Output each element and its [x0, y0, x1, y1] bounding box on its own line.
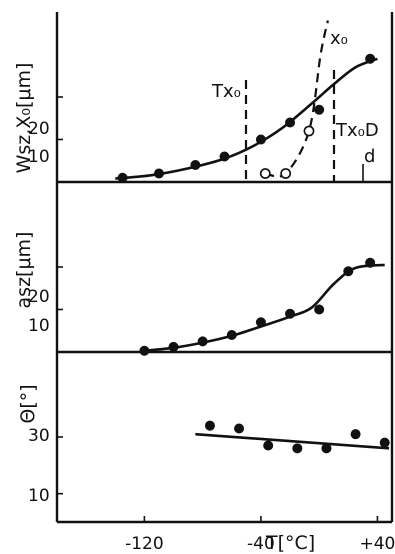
- data-point: [263, 440, 274, 451]
- panel2-yticks: 10 20: [28, 287, 50, 336]
- data-point: [343, 266, 354, 277]
- data-point: [292, 443, 303, 454]
- panel3-ytick-10: 10: [28, 486, 50, 506]
- series-fit-line: [115, 57, 378, 180]
- panel3-yticks: 30 10: [28, 426, 50, 506]
- data-point: [219, 151, 230, 162]
- data-point: [314, 304, 325, 315]
- data-point: [204, 420, 215, 431]
- series-fit-line: [144, 263, 385, 352]
- panel1-plot: [57, 20, 378, 183]
- panel2-ytick-20: 20: [28, 287, 50, 307]
- data-point: [117, 172, 128, 183]
- panel1-annotations: Tx₀ x₀ Tx₀D d: [211, 28, 379, 182]
- data-point: [365, 53, 376, 64]
- panel2-ytick-10: 10: [28, 316, 50, 336]
- panel3-ylabel: Θ[°]: [17, 384, 39, 423]
- data-point: [190, 160, 201, 170]
- panel3-plot: [57, 420, 390, 495]
- series-fit-line: [195, 432, 390, 450]
- data-point: [255, 317, 266, 328]
- annotation-tx0d: Tx₀D: [335, 120, 379, 141]
- panel1-ytick-20: 20: [28, 119, 50, 139]
- data-point: [379, 437, 390, 448]
- data-point: [314, 104, 325, 115]
- panel1-yticks: 10 20: [28, 119, 50, 167]
- data-point: [153, 168, 164, 179]
- panel3-ytick-30: 30: [28, 426, 50, 446]
- xtick-label: +40: [359, 534, 395, 554]
- data-point: [255, 134, 266, 145]
- data-point: [280, 168, 292, 179]
- data-point: [139, 345, 150, 356]
- data-point: [321, 443, 332, 454]
- data-point: [234, 423, 245, 434]
- xtick-label: -120: [125, 534, 164, 554]
- annotation-d: d: [364, 146, 375, 167]
- data-point: [285, 308, 296, 319]
- data-point: [350, 429, 361, 440]
- panel2-ylabel: asz[μm]: [13, 232, 35, 309]
- data-point: [197, 336, 208, 347]
- panel1-ytick-10: 10: [28, 147, 50, 167]
- annotation-tx0: Tx₀: [211, 81, 241, 102]
- data-point: [259, 168, 271, 179]
- data-point: [303, 125, 315, 137]
- data-point: [285, 117, 296, 128]
- x-axis-ticks: -120 -40 +40: [125, 516, 395, 554]
- x-axis-label: T[°C]: [265, 532, 315, 554]
- data-point: [226, 330, 237, 340]
- data-point: [168, 341, 179, 352]
- annotation-x0: x₀: [330, 28, 348, 49]
- panel2-plot: [57, 257, 385, 356]
- data-point: [365, 257, 376, 268]
- panel1-ylabel: Wsz,X₀[μm]: [13, 63, 35, 174]
- xtick-label: -40: [247, 534, 275, 554]
